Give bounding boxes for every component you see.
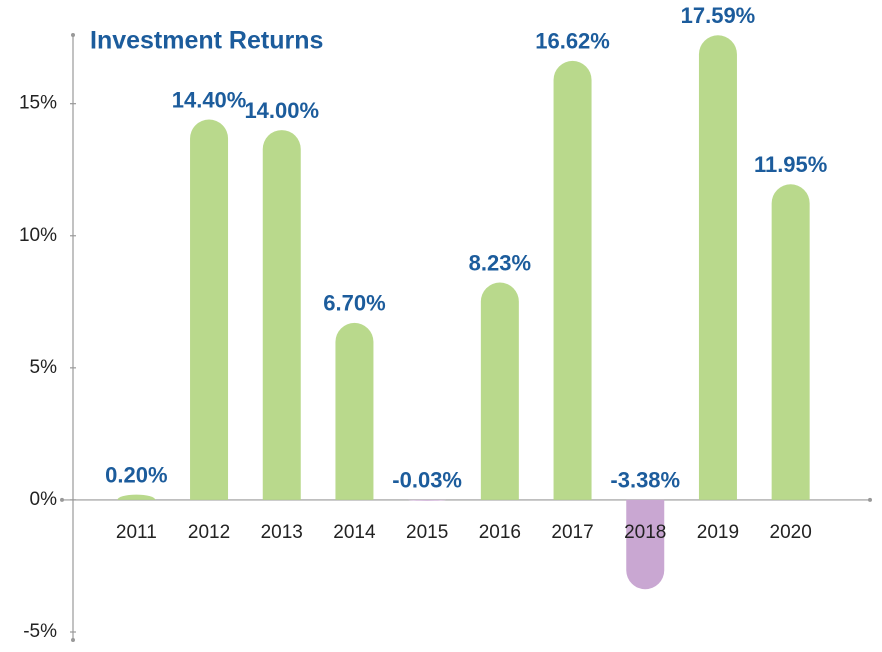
axis-end [868,497,872,502]
bar [553,60,592,500]
x-tick-label: 2018 [624,522,666,543]
y-tick-label: 15% [19,93,57,114]
x-tick-label: 2014 [333,522,376,543]
x-tick-label: 2011 [116,522,157,543]
data-label: 0.20% [105,462,167,487]
x-tick-label: 2016 [479,522,521,543]
axis-end [71,638,75,642]
data-label: 16.62% [535,29,610,54]
x-tick-label: 2017 [551,522,593,543]
bar [262,130,301,500]
y-tick-label: -5% [23,621,57,642]
y-tick-label: 10% [19,225,57,246]
x-tick-label: 2013 [261,522,303,543]
y-tick-label: 0% [30,489,58,510]
bar [698,35,737,500]
bar [335,322,374,500]
bar [117,494,156,500]
x-tick-label: 2019 [697,522,739,543]
bar [480,282,519,500]
axis-end [71,33,75,37]
data-label: 17.59% [681,3,756,28]
data-label: 14.00% [244,98,319,123]
bar [190,119,229,500]
data-label: 14.40% [172,87,247,112]
bar [626,499,665,590]
x-tick-label: 2015 [406,522,448,543]
chart-title: Investment Returns [90,27,323,55]
data-label: 6.70% [323,291,385,316]
data-label: 8.23% [469,250,531,275]
y-tick-label: 5% [30,357,58,378]
x-tick-label: 2012 [188,522,230,543]
bar [408,499,447,501]
data-label: -3.38% [610,468,680,493]
data-label: -0.03% [392,468,462,493]
x-tick-label: 2020 [770,522,812,543]
data-label: 11.95% [754,152,827,177]
bar [771,184,810,500]
axis-end [60,497,64,502]
